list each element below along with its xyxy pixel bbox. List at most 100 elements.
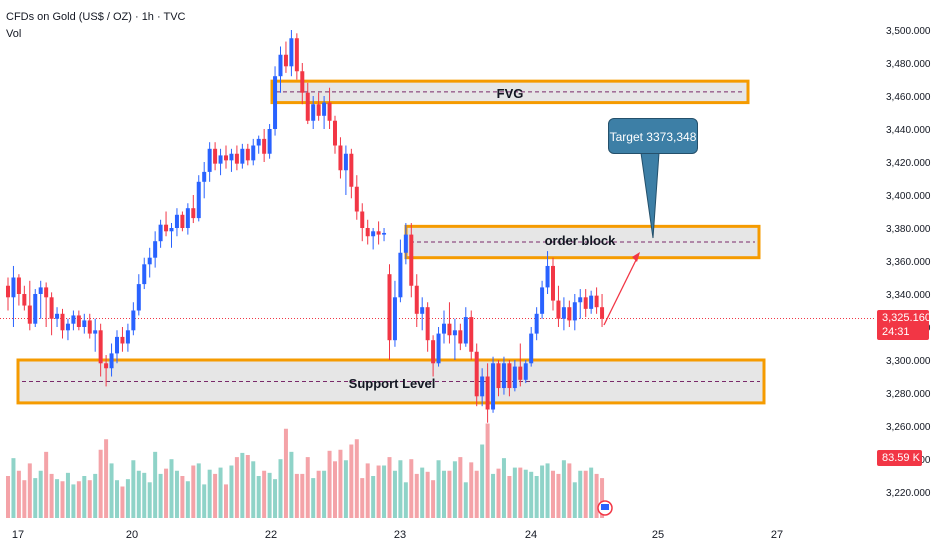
volume-bar: [360, 478, 365, 518]
candle-body: [600, 307, 605, 319]
volume-bars: [6, 423, 605, 518]
candle-body: [311, 104, 316, 121]
volume-bar: [589, 467, 594, 518]
last-price-tag: 3,325.160 24:31: [877, 310, 931, 340]
candle-body: [98, 330, 103, 364]
candle-body: [224, 155, 228, 161]
candle-body: [191, 208, 196, 219]
volume-bar: [240, 452, 245, 518]
price-tick-label: 3,360.000: [886, 257, 931, 268]
volume-bar: [278, 459, 283, 518]
volume-bar: [420, 467, 425, 518]
volume-bar: [398, 460, 403, 518]
projection-arrow: [603, 255, 639, 326]
candle-body: [518, 366, 523, 380]
candle-body: [305, 92, 310, 121]
volume-bar: [55, 479, 60, 518]
volume-bar: [213, 473, 218, 518]
volume-bar: [185, 481, 190, 518]
volume-bar: [11, 458, 16, 518]
volume-bar: [224, 484, 228, 518]
volume-bar: [71, 484, 76, 518]
volume-bar: [529, 471, 534, 518]
volume-bar: [414, 473, 419, 518]
volume-bar: [125, 479, 130, 518]
candle-body: [403, 234, 408, 253]
candle-body: [507, 363, 512, 389]
volume-bar: [474, 470, 479, 518]
volume-bar: [458, 457, 463, 518]
volume-bar: [305, 457, 310, 518]
time-tick-label: 24: [525, 529, 537, 541]
volume-bar: [153, 451, 158, 518]
volume-bar: [567, 463, 572, 518]
volume-bar: [131, 460, 136, 518]
candle-body: [207, 148, 212, 172]
volume-bar: [289, 451, 294, 518]
candle-body: [556, 300, 561, 319]
candle-body: [594, 295, 599, 308]
volume-bar: [262, 470, 267, 518]
volume-bar: [44, 451, 49, 518]
price-tick-label: 3,380.000: [886, 224, 931, 235]
price-tick-label: 3,340.000: [886, 290, 931, 301]
candle-body: [589, 295, 594, 309]
target-callout[interactable]: Target 3373,348: [608, 118, 698, 154]
candle-body: [300, 71, 305, 93]
price-tick-label: 3,500.000: [886, 26, 931, 37]
volume-bar: [600, 478, 605, 518]
candle-body: [11, 277, 16, 298]
candle-body: [87, 320, 92, 334]
volume-bar: [218, 467, 223, 518]
event-flag-icon-inner: [601, 504, 609, 510]
candle-body: [398, 252, 403, 298]
time-tick-label: 25: [652, 529, 664, 541]
candle-body: [512, 366, 517, 389]
volume-bar: [82, 476, 87, 518]
candle-body: [382, 232, 387, 235]
candle-body: [234, 153, 239, 164]
candle-body: [414, 285, 419, 314]
volume-bar: [354, 439, 359, 518]
price-tick-label: 3,400.000: [886, 191, 931, 202]
volume-bar: [136, 470, 141, 518]
price-tick-label: 3,220.000: [886, 488, 931, 499]
volume-bar: [572, 482, 577, 518]
candle-body: [376, 231, 381, 235]
volume-bar: [371, 476, 376, 518]
price-tick-label: 3,300.000: [886, 356, 931, 367]
volume-bar: [518, 467, 523, 518]
candle-body: [480, 376, 485, 397]
volume-bar: [147, 482, 152, 518]
candle-body: [76, 315, 81, 327]
volume-bar: [556, 473, 561, 518]
candle-body: [354, 186, 359, 212]
volume-bar: [507, 476, 512, 518]
volume-bar: [251, 461, 256, 518]
volume-bar: [169, 459, 174, 518]
volume-bar: [22, 480, 27, 518]
candle-body: [164, 224, 169, 232]
volume-bar: [491, 473, 496, 518]
candle-body: [431, 340, 436, 364]
candle-body: [360, 211, 365, 228]
volume-bar: [311, 478, 316, 518]
candle-body: [278, 54, 283, 77]
candle-body: [169, 228, 174, 232]
zone-labels: FVG order block Support Level: [349, 86, 617, 391]
candle-body: [262, 138, 267, 154]
last-price-value: 3,325.160: [882, 312, 931, 324]
volume-bar: [256, 476, 261, 518]
volume-bar: [196, 463, 201, 518]
candle-body: [523, 363, 528, 380]
candle-body: [109, 353, 114, 369]
candle-body: [256, 138, 261, 146]
order-block-label: order block: [545, 233, 617, 248]
volume-bar: [267, 472, 272, 518]
volume-bar: [207, 469, 212, 518]
volume-bar: [463, 482, 468, 518]
price-tick-label: 3,260.000: [886, 422, 931, 433]
candle-body: [229, 153, 234, 161]
candle-body: [316, 104, 321, 116]
